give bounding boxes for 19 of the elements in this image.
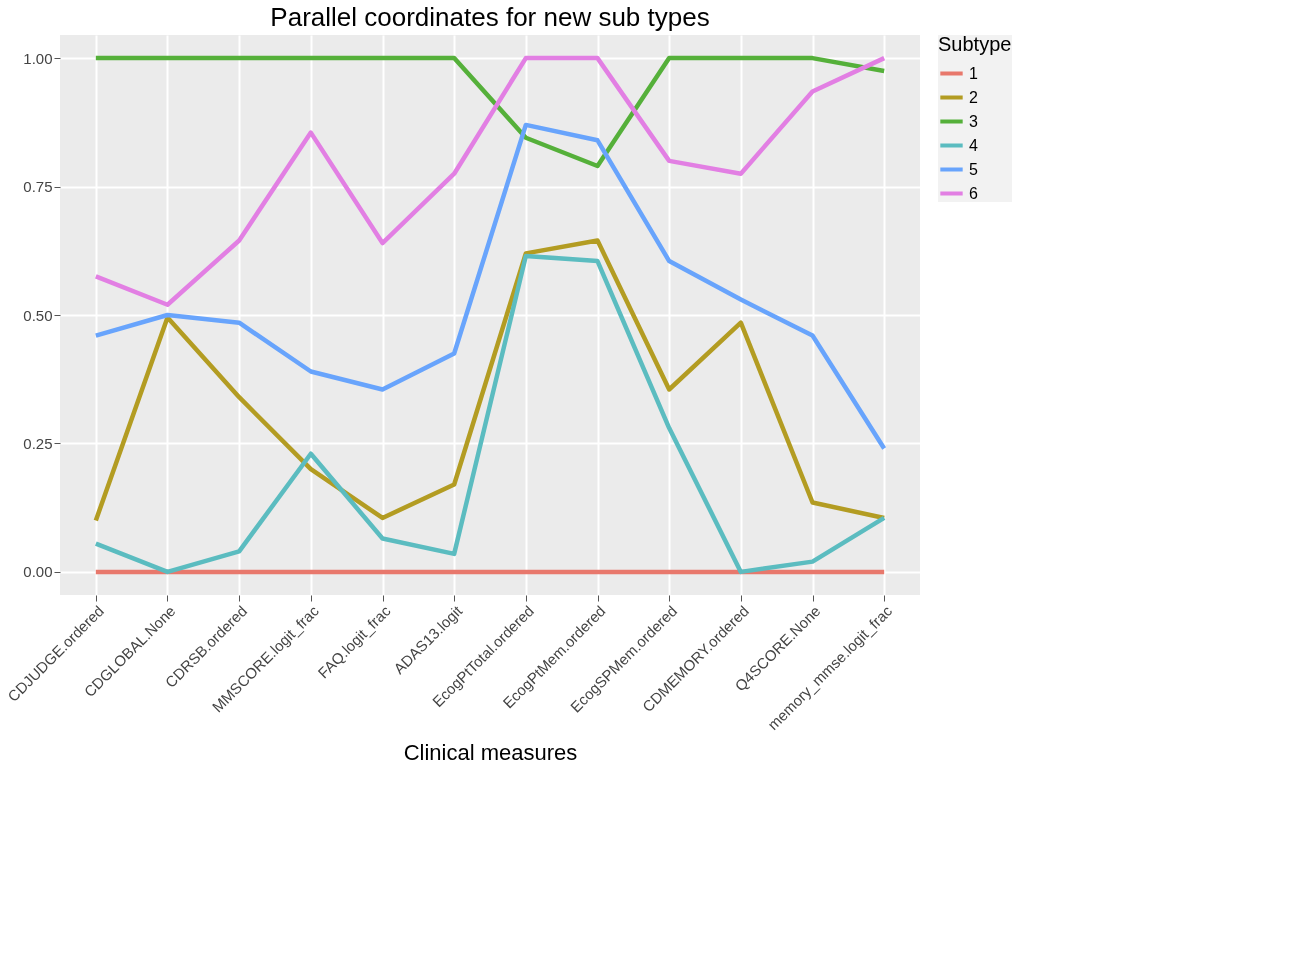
y-tick-label: 0.00 (23, 563, 53, 581)
legend-label: 2 (969, 88, 978, 106)
legend-label: 6 (969, 184, 978, 202)
legend-label: 3 (969, 112, 978, 130)
line-series (93, 253, 887, 575)
legend-label: 1 (969, 64, 978, 82)
line-series (93, 55, 887, 169)
x-axis-title: Clinical measures (403, 740, 578, 766)
line-series (93, 238, 887, 523)
chart-title: Parallel coordinates for new sub types (270, 2, 710, 32)
line-series (93, 55, 887, 307)
legend-label: 5 (969, 160, 978, 178)
y-tick-label: 0.25 (23, 434, 53, 452)
y-tick-label: 0.50 (23, 306, 53, 324)
line-series (93, 122, 887, 451)
y-tick-label: 1.00 (23, 49, 53, 67)
y-tick-label: 0.75 (23, 178, 53, 196)
legend-title: Subtype (938, 33, 1012, 55)
legend-label: 4 (969, 136, 978, 154)
